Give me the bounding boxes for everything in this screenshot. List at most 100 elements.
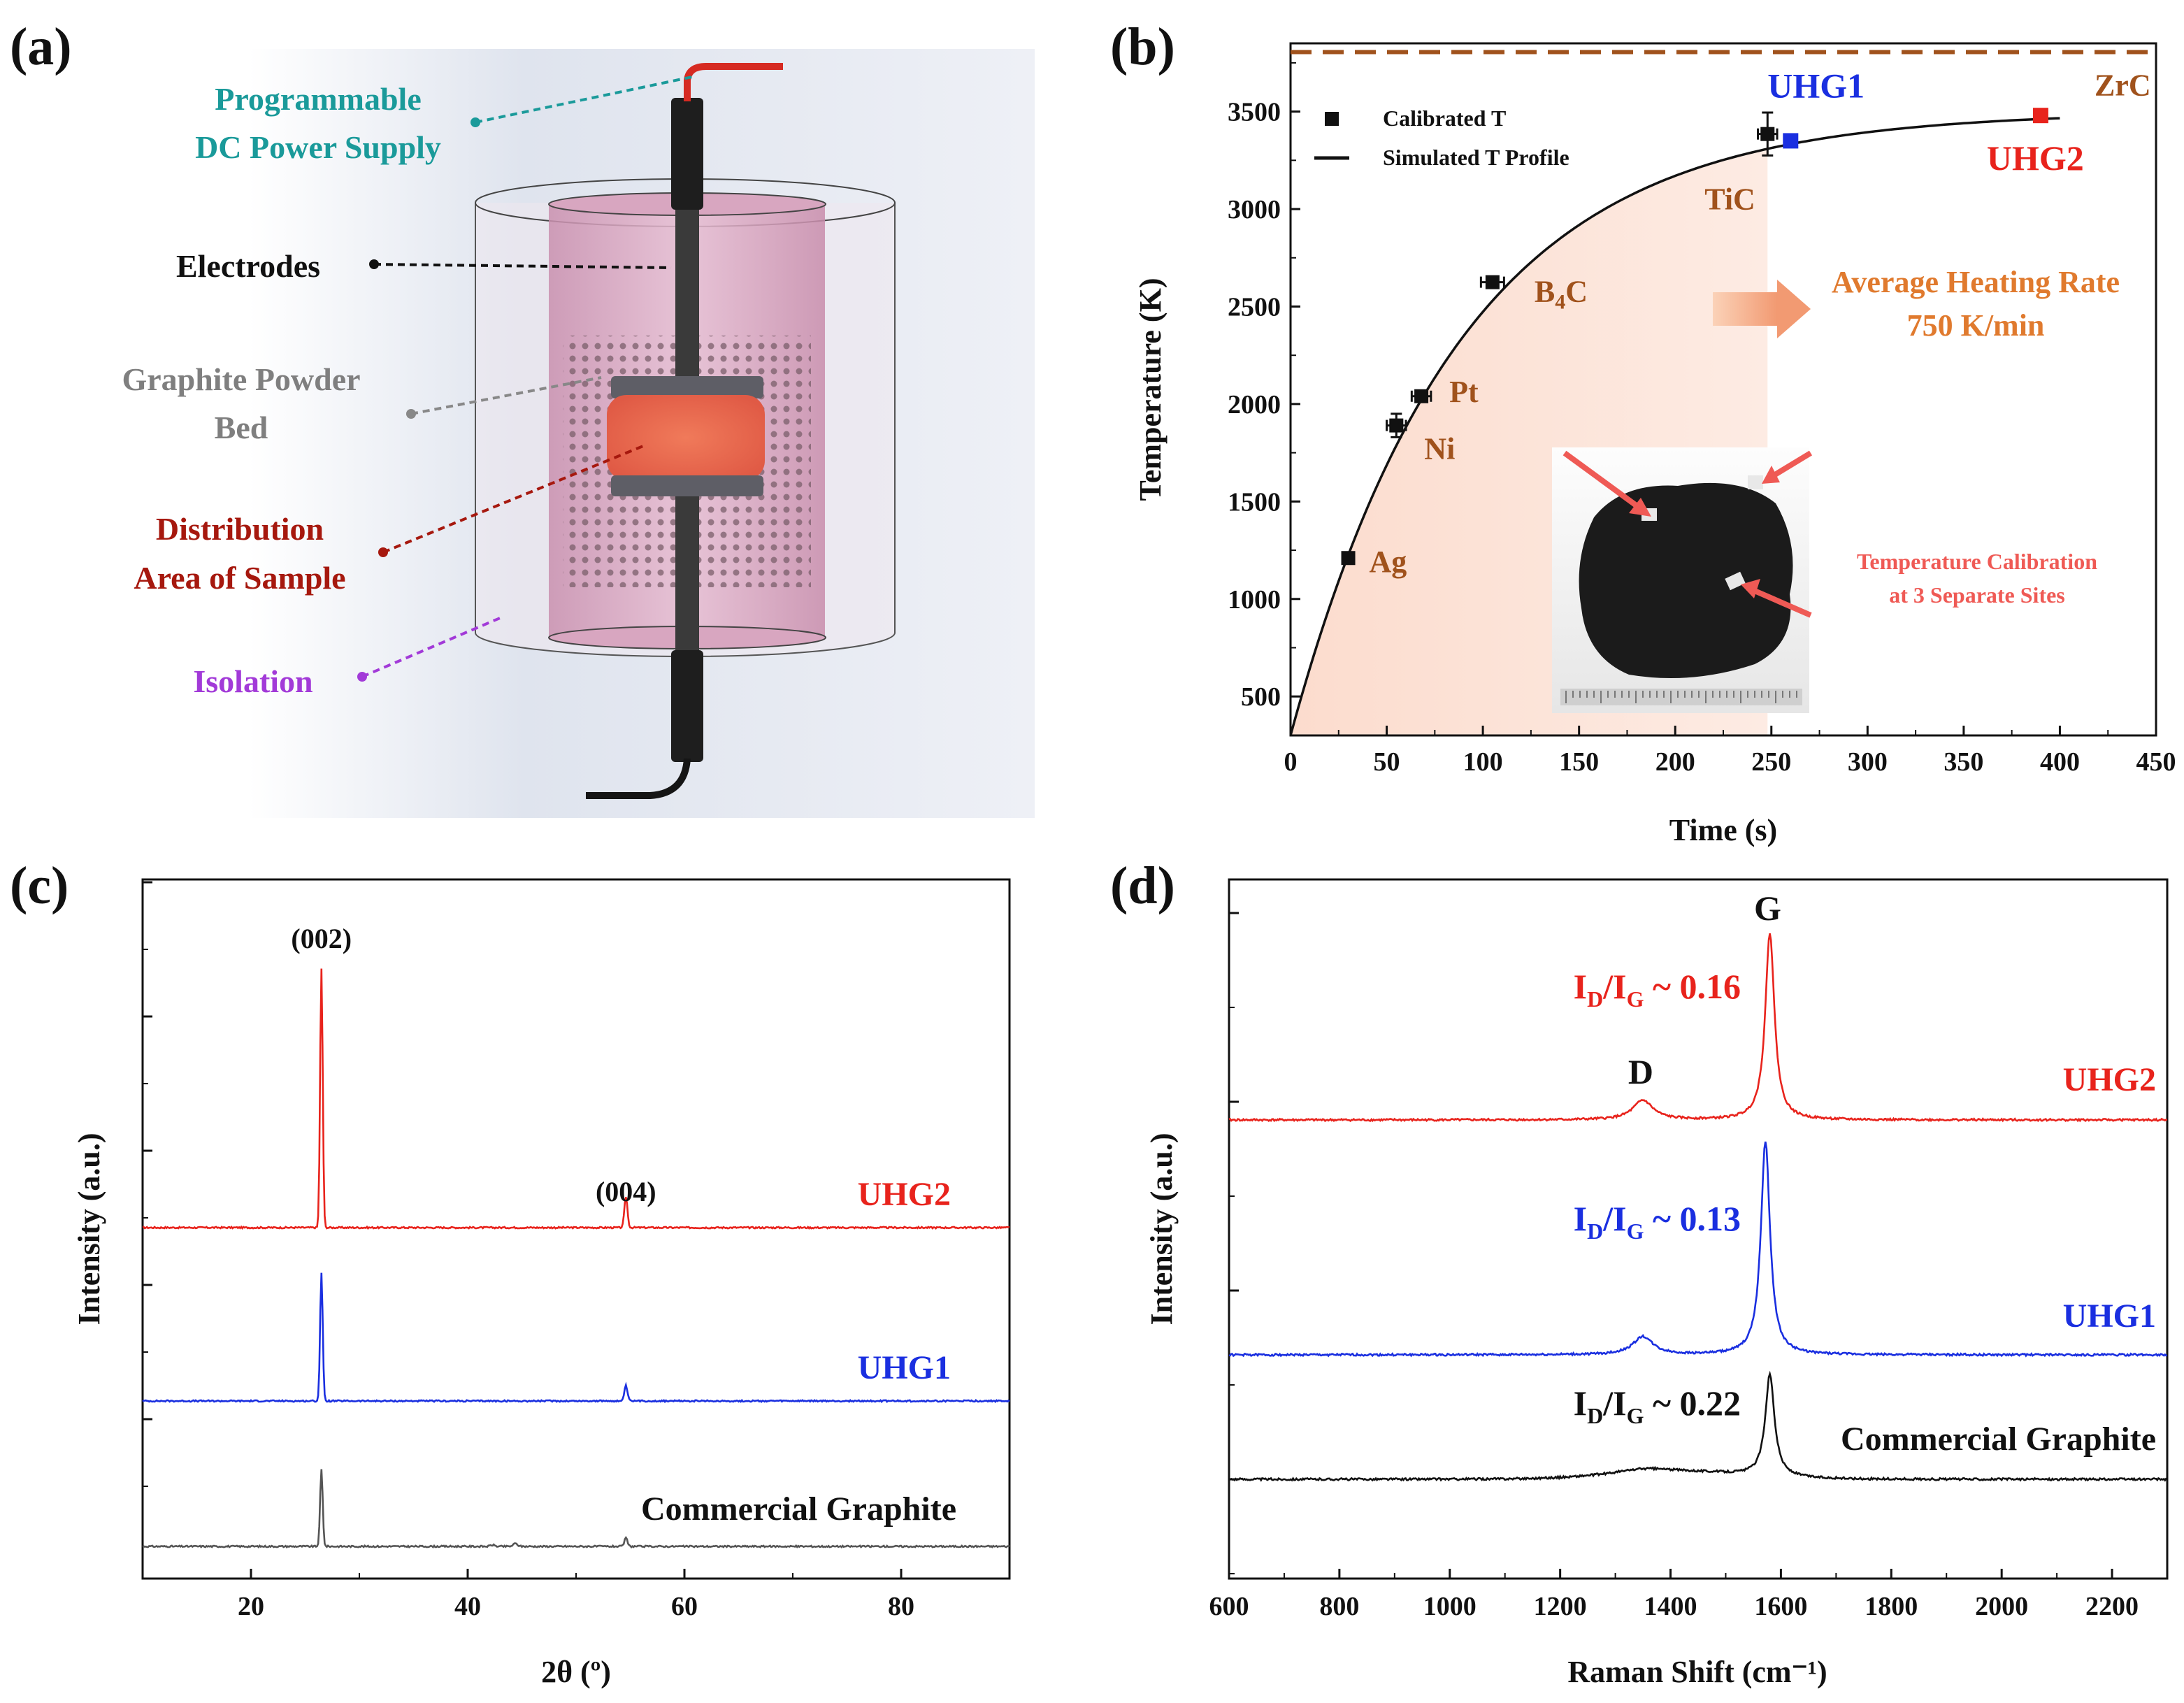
c-label-uhg2: UHG2 [858, 1176, 951, 1213]
calibrated-point-B4C [1485, 275, 1500, 289]
legend-simulated: Simulated T Profile [1383, 145, 1569, 170]
c-x-tick-label: 20 [238, 1592, 264, 1621]
d-ratio-commercial-graphite: ID/IG ~ 0.22 [1574, 1384, 1741, 1428]
panel-label-a: (a) [10, 17, 72, 76]
powder-callout-dot [406, 409, 416, 419]
d-x-tick-label: 800 [1319, 1592, 1359, 1621]
thermocouple-site-3 [1725, 571, 1746, 591]
b-x-tick-label: 100 [1463, 747, 1503, 777]
heating-arrow-head [1777, 280, 1811, 338]
calibrated-point-Ni [1389, 418, 1404, 433]
b-y-tick-label: 500 [1241, 682, 1281, 712]
sample-bottom-plate [611, 475, 763, 496]
c-x-tick-label: 60 [671, 1592, 698, 1621]
b-x-axis-title: Time (s) [1669, 813, 1777, 847]
label-bed: Bed [215, 410, 268, 445]
b-x-tick-label: 0 [1284, 747, 1298, 777]
c-x-tick-label: 80 [888, 1592, 914, 1621]
powder-callout-line [410, 376, 602, 415]
label-uhg1: UHG1 [1767, 66, 1865, 105]
d-plot-frame [1228, 878, 2169, 1580]
label-ni: Ni [1424, 432, 1455, 466]
power-callout-dot [470, 117, 480, 127]
d-series-commercial-graphite [1228, 1370, 2168, 1482]
red-wire [684, 63, 783, 101]
legend-square-marker [1325, 112, 1339, 126]
b-x-tick-label: 300 [1848, 747, 1888, 777]
inset-caption-line2: at 3 Separate Sites [1889, 582, 2065, 608]
legend-calibrated: Calibrated T [1383, 106, 1506, 131]
b-y-tick-label: 2500 [1228, 292, 1281, 322]
d-label-uhg2: UHG2 [2063, 1061, 2156, 1098]
b-y-tick-label: 2000 [1228, 390, 1281, 419]
upper-electrode [671, 98, 703, 210]
label-pt: Pt [1449, 375, 1479, 409]
sample-rock [1579, 482, 1793, 678]
sample-top-plate [611, 376, 763, 398]
heating-rate-value: 750 K/min [1907, 308, 2045, 343]
b-y-tick-label: 1500 [1228, 487, 1281, 517]
calibration-arrow-3 [1750, 587, 1812, 618]
c-series-uhg2 [143, 968, 1010, 1230]
heating-arrow-shaft [1713, 292, 1777, 326]
d-series-uhg1 [1228, 1141, 2168, 1358]
label-isolation: Isolation [193, 663, 312, 699]
inset-sample-photo [1552, 447, 1813, 713]
b-x-tick-label: 150 [1559, 747, 1599, 777]
black-wire [586, 758, 691, 799]
sample-point-UHG2 [2032, 108, 2048, 124]
d-ratio-uhg2: ID/IG ~ 0.16 [1574, 967, 1741, 1012]
calibration-arrowhead-1 [1629, 498, 1651, 517]
sample-callout-dot [378, 547, 388, 557]
simulated-profile-curve [1291, 117, 2060, 735]
label-b4c: B4C [1535, 275, 1588, 314]
b-x-tick-label: 350 [1944, 747, 1983, 777]
c-peak-label-002: (002) [291, 923, 352, 954]
b-x-tick-label: 200 [1655, 747, 1695, 777]
d-x-axis-title: Raman Shift (cm⁻¹) [1567, 1655, 1827, 1689]
label-graphite-powder: Graphite Powder [122, 361, 360, 397]
b-y-tick-label: 1000 [1228, 585, 1281, 615]
c-x-axis-title: 2θ (º) [541, 1655, 611, 1689]
calibrated-point-Pt [1414, 389, 1429, 403]
label-programmable: Programmable [215, 81, 422, 117]
d-band-label-g: G [1754, 889, 1781, 928]
panel-a-schematic: Programmable DC Power Supply Electrodes … [122, 49, 1035, 818]
electrodes-callout-line [373, 263, 672, 269]
sample-point-UHG1 [1783, 133, 1799, 149]
label-area-of-sample: Area of Sample [134, 560, 345, 596]
label-zrc: ZrC [2095, 69, 2151, 103]
d-label-uhg1: UHG1 [2063, 1298, 2156, 1335]
d-x-tick-label: 2200 [2085, 1592, 2139, 1621]
calibration-arrowhead-3 [1741, 579, 1760, 598]
d-band-label-d: D [1628, 1052, 1653, 1091]
d-x-tick-label: 1400 [1644, 1592, 1697, 1621]
inset-caption-line1: Temperature Calibration [1857, 549, 2097, 574]
d-series-uhg2 [1228, 933, 2168, 1123]
d-y-axis-title: Intensity (a.u.) [1144, 1133, 1179, 1325]
c-y-axis-title: Intensity (a.u.) [72, 1133, 106, 1325]
b-x-tick-label: 50 [1374, 747, 1400, 777]
d-x-tick-label: 600 [1209, 1592, 1249, 1621]
thermocouple-site-2 [1748, 475, 1763, 489]
c-x-tick-label: 40 [454, 1592, 481, 1621]
c-series-commercial-graphite [142, 1469, 1010, 1549]
calibration-arrowhead-2 [1762, 466, 1780, 484]
c-peak-label-004: (004) [596, 1176, 656, 1207]
calibration-arrow-1 [1562, 450, 1642, 511]
b-y-axis-title: Temperature (K) [1133, 278, 1168, 501]
calibrated-point-TiC [1760, 127, 1775, 141]
heating-rate-title: Average Heating Rate [1832, 265, 2120, 299]
d-x-tick-label: 1200 [1534, 1592, 1587, 1621]
calibrated-point-Ag [1341, 551, 1356, 566]
label-ag: Ag [1370, 545, 1407, 579]
b-y-tick-label: 3500 [1228, 98, 1281, 127]
power-callout-line [475, 76, 693, 124]
panel-c-chart: 20 40 60 80 UHG2 UHG1 Commercial Graphite (002… [72, 878, 1011, 1689]
panel-d-chart: 600 800 1000 1200 1400 1600 1800 2000 2200 UHG2 U… [1144, 878, 2169, 1689]
label-distribution: Distribution [156, 511, 324, 547]
label-electrodes: Electrodes [176, 248, 320, 284]
isolation-callout-line [361, 615, 504, 678]
d-x-tick-label: 1000 [1423, 1592, 1477, 1621]
isolation-callout-dot [357, 672, 367, 682]
